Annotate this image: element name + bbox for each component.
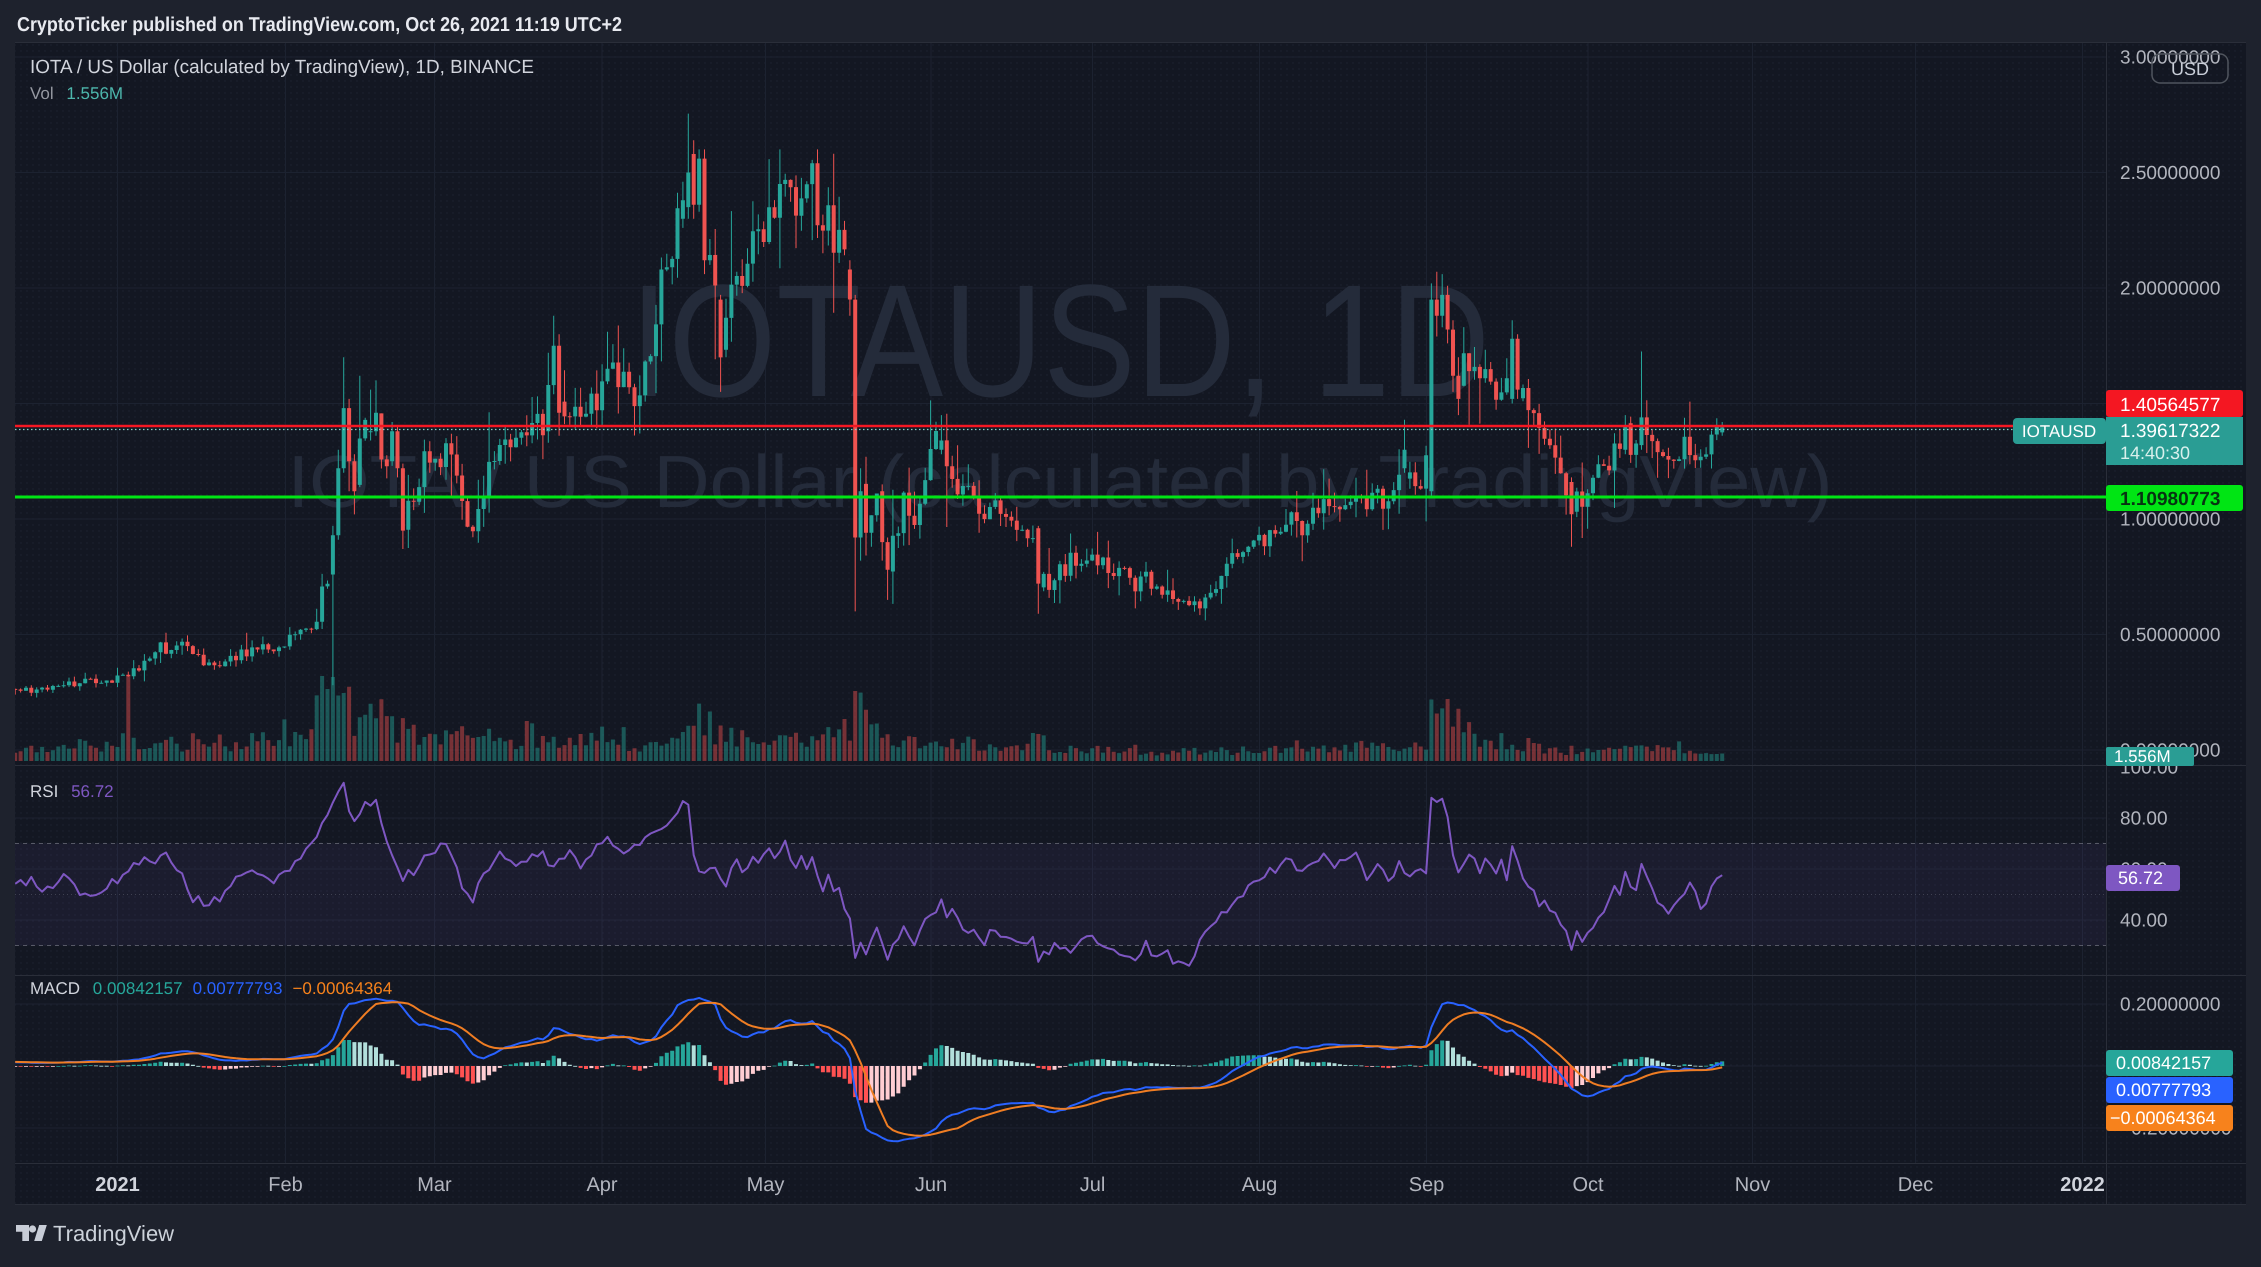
svg-text:Vol 1.556M: Vol 1.556M xyxy=(30,84,123,103)
svg-text:Aug: Aug xyxy=(1242,1174,1278,1196)
svg-text:IOTA / US Dollar (calculated b: IOTA / US Dollar (calculated by TradingV… xyxy=(30,57,534,78)
svg-text:14:40:30: 14:40:30 xyxy=(2120,443,2190,463)
svg-text:Mar: Mar xyxy=(417,1174,452,1196)
svg-text:0.00777793: 0.00777793 xyxy=(2116,1080,2211,1100)
svg-text:80.00: 80.00 xyxy=(2120,809,2168,830)
svg-text:Dec: Dec xyxy=(1898,1174,1934,1196)
svg-text:CryptoTicker published on Trad: CryptoTicker published on TradingView.co… xyxy=(17,14,622,36)
svg-text:Oct: Oct xyxy=(1572,1174,1604,1196)
svg-text:0.20000000: 0.20000000 xyxy=(2120,995,2220,1016)
svg-text:Jul: Jul xyxy=(1080,1174,1106,1196)
svg-text:TradingView: TradingView xyxy=(53,1221,174,1246)
svg-text:2021: 2021 xyxy=(95,1174,140,1196)
svg-text:USD: USD xyxy=(2171,59,2209,79)
svg-text:IOTA / US Dollar (calculated b: IOTA / US Dollar (calculated by TradingV… xyxy=(288,440,1833,523)
svg-text:−0.00064364: −0.00064364 xyxy=(2110,1108,2216,1128)
svg-text:2022: 2022 xyxy=(2060,1174,2105,1196)
svg-text:2.50000000: 2.50000000 xyxy=(2120,163,2220,184)
svg-text:Jun: Jun xyxy=(915,1174,947,1196)
svg-text:RSI 56.72: RSI 56.72 xyxy=(30,782,114,801)
svg-text:IOTAUSD: IOTAUSD xyxy=(2022,422,2096,441)
svg-text:1.39617322: 1.39617322 xyxy=(2120,421,2220,442)
svg-text:2.00000000: 2.00000000 xyxy=(2120,279,2220,300)
svg-text:1.556M: 1.556M xyxy=(2114,747,2171,766)
svg-text:1.40564577: 1.40564577 xyxy=(2120,395,2220,416)
svg-text:Nov: Nov xyxy=(1735,1174,1771,1196)
svg-text:1.10980773: 1.10980773 xyxy=(2120,489,2220,510)
svg-text:0.50000000: 0.50000000 xyxy=(2120,625,2220,646)
svg-text:Sep: Sep xyxy=(1409,1174,1445,1196)
svg-text:56.72: 56.72 xyxy=(2118,868,2163,888)
svg-text:IOTAUSD, 1D: IOTAUSD, 1D xyxy=(630,251,1490,430)
svg-text:0.00842157: 0.00842157 xyxy=(2116,1053,2211,1073)
svg-text:3.00000000: 3.00000000 xyxy=(2120,48,2220,69)
svg-text:May: May xyxy=(747,1174,785,1196)
svg-text:Feb: Feb xyxy=(268,1174,302,1196)
svg-text:Apr: Apr xyxy=(586,1174,617,1196)
svg-text:40.00: 40.00 xyxy=(2120,911,2168,932)
svg-text:1.00000000: 1.00000000 xyxy=(2120,510,2220,531)
